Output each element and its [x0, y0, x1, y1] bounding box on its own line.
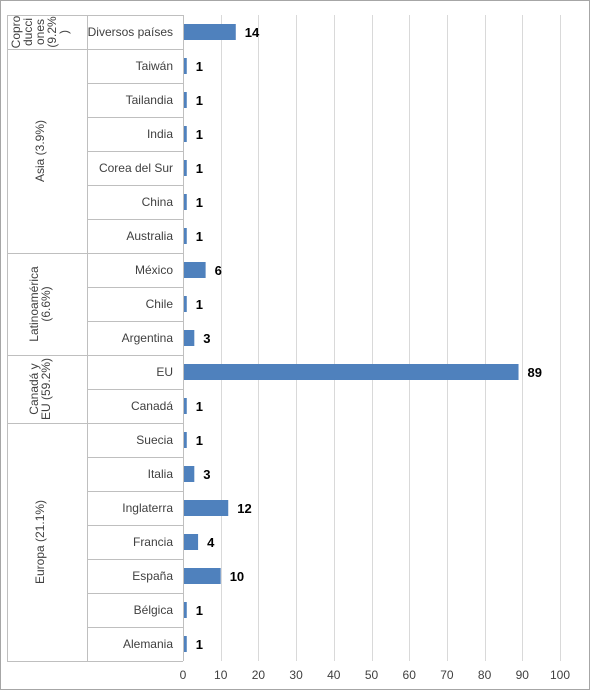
- group-label: Asia (3.9%): [33, 120, 47, 182]
- x-tick-label: 100: [550, 668, 570, 682]
- bar-Inglaterra: [184, 500, 229, 516]
- x-tick-label: 30: [289, 668, 303, 682]
- group-label-line: Copro: [9, 15, 23, 48]
- bar-Suecia: [184, 432, 187, 448]
- group-label: Canadá yEU (59.2%): [27, 358, 53, 420]
- data-label: 1: [196, 127, 203, 142]
- data-label: 1: [196, 195, 203, 210]
- group-label: Europa (21.1%): [33, 500, 47, 584]
- category-label: España: [132, 569, 173, 583]
- data-label: 1: [196, 93, 203, 108]
- bar-Chile: [184, 296, 187, 312]
- bar-México: [184, 262, 206, 278]
- category-label: Tailandia: [126, 93, 174, 107]
- data-label: 1: [196, 161, 203, 176]
- x-tick-label: 20: [252, 668, 266, 682]
- data-label: 14: [245, 25, 260, 40]
- category-label: Alemania: [123, 637, 173, 651]
- bar-EU: [184, 364, 519, 380]
- x-tick-label: 40: [327, 668, 341, 682]
- data-label: 3: [203, 331, 210, 346]
- x-tick-label: 70: [440, 668, 454, 682]
- data-label: 1: [196, 229, 203, 244]
- bar-Taiwán: [184, 58, 187, 74]
- x-tick-label: 0: [180, 668, 187, 682]
- data-label: 1: [196, 399, 203, 414]
- category-label: México: [135, 263, 173, 277]
- category-label: Australia: [126, 229, 173, 243]
- data-label: 1: [196, 297, 203, 312]
- group-label-line: (6.6%): [39, 286, 53, 321]
- category-label: Diversos países: [88, 25, 173, 39]
- category-label: Italia: [148, 467, 174, 481]
- group-label-line: Latinoamérica: [27, 266, 41, 342]
- data-label: 3: [203, 467, 210, 482]
- group-label-line: ones: [33, 19, 47, 45]
- x-tick-label: 10: [214, 668, 228, 682]
- data-label: 1: [196, 59, 203, 74]
- group-label-line: Asia (3.9%): [33, 120, 47, 182]
- group-label-line: Canadá y: [27, 363, 41, 414]
- group-label-line: Europa (21.1%): [33, 500, 47, 584]
- group-label-line: EU (59.2%): [39, 358, 53, 420]
- x-tick-label: 90: [516, 668, 530, 682]
- x-tick-label: 80: [478, 668, 492, 682]
- group-label: Latinoamérica(6.6%): [27, 266, 53, 342]
- x-tick-label: 50: [365, 668, 379, 682]
- group-label: Coproducciones(9.2%): [9, 15, 71, 48]
- category-label: Argentina: [122, 331, 174, 345]
- data-label: 89: [528, 365, 542, 380]
- category-label: Corea del Sur: [99, 161, 173, 175]
- data-label: 10: [230, 569, 244, 584]
- category-label: Chile: [146, 297, 174, 311]
- group-label-line: ): [57, 30, 71, 34]
- category-label: Suecia: [136, 433, 173, 447]
- data-label: 4: [207, 535, 215, 550]
- data-label: 1: [196, 637, 203, 652]
- category-label: Taiwán: [136, 59, 173, 73]
- bar-Alemania: [184, 636, 187, 652]
- bar-China: [184, 194, 187, 210]
- group-label-line: ducci: [21, 18, 35, 46]
- data-label: 1: [196, 433, 203, 448]
- bar-Diversos países: [184, 24, 236, 40]
- bar-Bélgica: [184, 602, 187, 618]
- bar-Australia: [184, 228, 187, 244]
- category-label: China: [142, 195, 174, 209]
- x-tick-label: 60: [403, 668, 417, 682]
- data-label: 12: [237, 501, 251, 516]
- category-label: Bélgica: [134, 603, 174, 617]
- bar-España: [184, 568, 221, 584]
- data-label: 6: [215, 263, 222, 278]
- category-label: Francia: [133, 535, 173, 549]
- bar-India: [184, 126, 187, 142]
- category-label: EU: [156, 365, 173, 379]
- bar-Corea del Sur: [184, 160, 187, 176]
- group-label-line: (9.2%: [45, 16, 59, 48]
- bar-Canadá: [184, 398, 187, 414]
- bar-Argentina: [184, 330, 195, 346]
- category-label: Inglaterra: [122, 501, 173, 515]
- bar-Tailandia: [184, 92, 187, 108]
- data-label: 1: [196, 603, 203, 618]
- category-label: India: [147, 127, 173, 141]
- bar-Francia: [184, 534, 199, 550]
- bar-Italia: [184, 466, 195, 482]
- category-label: Canadá: [131, 399, 173, 413]
